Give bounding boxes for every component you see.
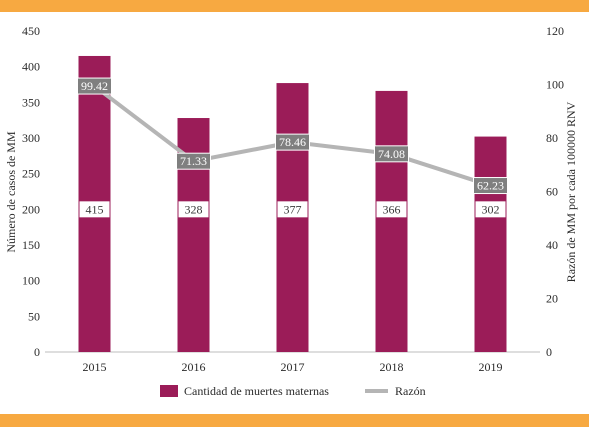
- left-tick-label: 150: [22, 238, 40, 252]
- x-tick-label: 2018: [380, 360, 404, 374]
- right-tick-label: 0: [546, 345, 552, 359]
- legend-bar-label: Cantidad de muertes maternas: [184, 384, 329, 398]
- left-axis-title: Número de casos de MM: [4, 131, 18, 253]
- line-label-box: [275, 133, 310, 151]
- top-accent-band: [0, 0, 589, 12]
- left-tick-label: 100: [22, 274, 40, 288]
- x-tick-label: 2016: [182, 360, 206, 374]
- line-series: 99.42 71.33 78.46 74.08 62.23: [77, 77, 508, 195]
- left-tick-label: 400: [22, 60, 40, 74]
- line-data-label: 74.08: [378, 147, 405, 161]
- left-axis-ticks: 0 50 100 150 200 250 300 350 400 450: [22, 24, 40, 359]
- right-axis-ticks: 0 20 40 60 80 100 120: [546, 24, 564, 359]
- legend-line-label: Razón: [395, 384, 426, 398]
- bar-data-label: 377: [284, 202, 302, 216]
- x-tick-label: 2015: [83, 360, 107, 374]
- line-data-label: 99.42: [81, 79, 108, 93]
- bar: [276, 83, 309, 352]
- left-tick-label: 200: [22, 202, 40, 216]
- bottom-accent-band: [0, 414, 589, 427]
- bar-data-label: 302: [482, 202, 500, 216]
- line-data-label: 71.33: [180, 154, 207, 168]
- left-tick-label: 350: [22, 95, 40, 109]
- bar-data-label: 366: [383, 202, 401, 216]
- line-label-box: [77, 77, 112, 95]
- left-tick-label: 50: [28, 309, 40, 323]
- line-data-label: 62.23: [477, 179, 504, 193]
- left-tick-label: 450: [22, 24, 40, 38]
- legend: Cantidad de muertes maternas Razón: [160, 384, 426, 398]
- bar-series: [78, 55, 507, 353]
- right-tick-label: 40: [546, 238, 558, 252]
- bar-label-box: [376, 201, 407, 218]
- x-axis-ticks: 2015 2016 2017 2018 2019: [83, 360, 503, 374]
- bar-label-box: [277, 201, 308, 218]
- bar-label-box: [79, 201, 110, 218]
- right-tick-label: 20: [546, 292, 558, 306]
- right-tick-label: 80: [546, 131, 558, 145]
- line-label-box: [473, 177, 508, 195]
- x-tick-label: 2017: [281, 360, 305, 374]
- right-tick-label: 120: [546, 24, 564, 38]
- left-tick-label: 0: [34, 345, 40, 359]
- bar: [474, 136, 507, 352]
- line-data-label: 78.46: [279, 135, 306, 149]
- x-tick-label: 2019: [479, 360, 503, 374]
- bar: [375, 90, 408, 353]
- right-axis-title: Razón de MM por cada 100000 RNV: [564, 101, 578, 282]
- line-label-box: [374, 145, 409, 163]
- bar-label-box: [178, 201, 209, 218]
- right-tick-label: 60: [546, 185, 558, 199]
- legend-bar-swatch: [160, 385, 178, 397]
- left-tick-label: 300: [22, 131, 40, 145]
- bar-data-label: 328: [185, 202, 203, 216]
- bar-data-labels: 415 328 377 366 302: [79, 201, 506, 218]
- left-tick-label: 250: [22, 167, 40, 181]
- bar-label-box: [475, 201, 506, 218]
- line-label-box: [176, 152, 211, 170]
- bar-data-label: 415: [86, 202, 104, 216]
- right-tick-label: 100: [546, 78, 564, 92]
